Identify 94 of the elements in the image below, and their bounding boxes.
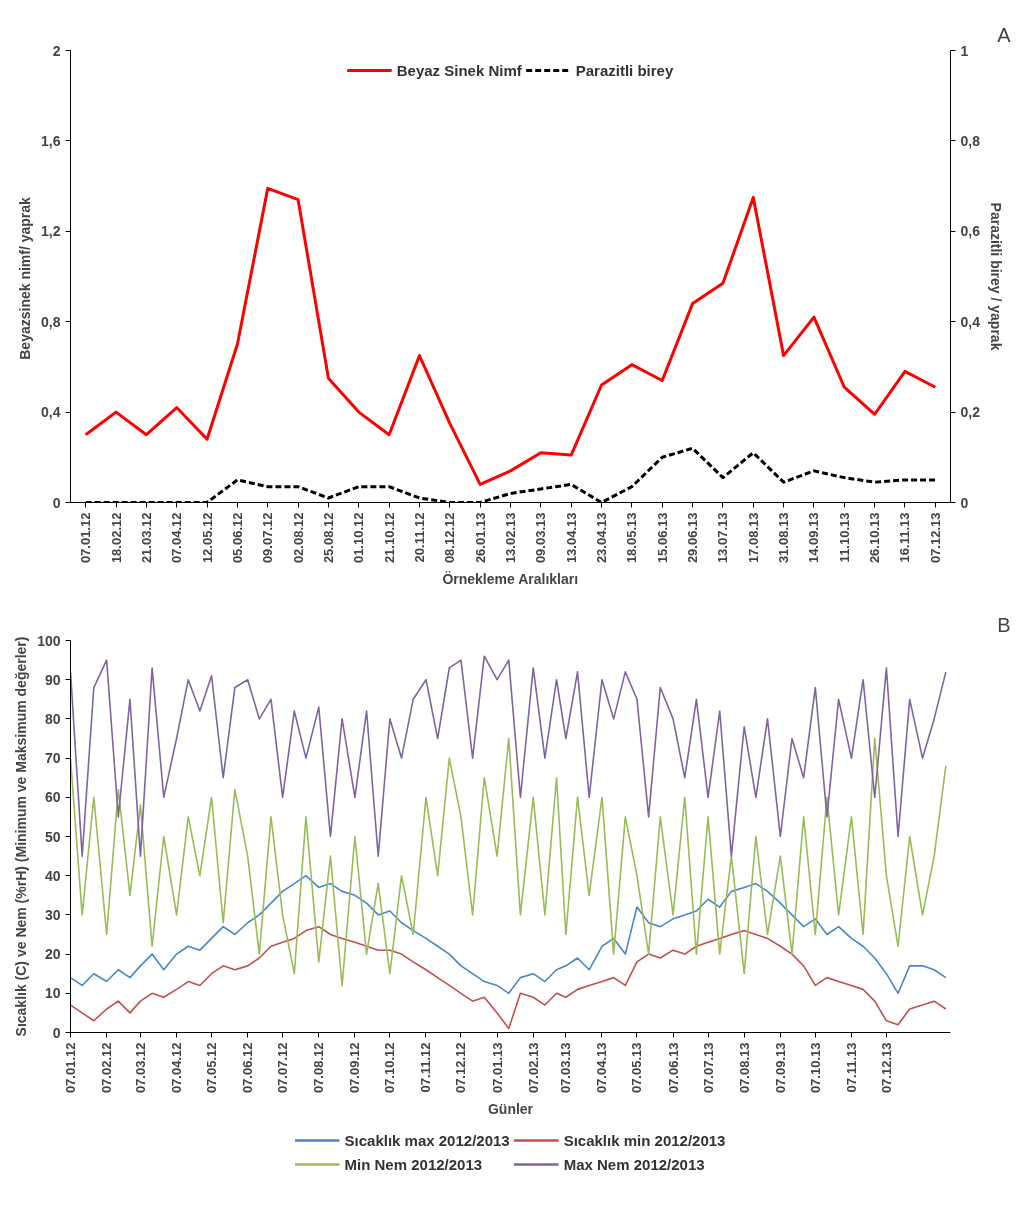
y-tick-label: 60 [44,789,61,806]
x-tick-label: 07.05.13 [629,1042,645,1094]
x-tick-label: 01.10.12 [351,512,367,564]
x-tick-label: 20.11.12 [411,512,427,563]
legend-label: Sıcaklık max 2012/2013 [344,1131,510,1149]
x-tick-label: 18.02.12 [108,512,124,564]
legend-label: Parazitli birey [575,61,674,79]
x-tick-label: 07.03.13 [558,1042,574,1094]
x-tick-label: 16.11.13 [897,512,913,563]
x-tick-label: 07.06.13 [665,1042,681,1094]
y-tick-label: 0,4 [41,404,61,421]
x-tick-label: 09.03.13 [533,512,549,564]
y-tick-label: 40 [44,867,61,884]
y2-tick-label: 0,2 [960,404,981,421]
y2-tick-label: 0 [960,494,969,511]
x-tick-label: 12.05.12 [199,512,215,564]
y-tick-label: 80 [44,710,61,727]
x-tick-label: 25.08.12 [320,512,336,564]
x-axis-title: Günler [487,1101,534,1118]
y-tick-label: 0,8 [41,313,61,330]
y-tick-label: 1,6 [41,132,61,149]
x-tick-label: 07.12.13 [878,1042,894,1094]
y-tick-label: 70 [44,750,61,767]
x-tick-label: 07.08.13 [736,1042,752,1094]
x-tick-label: 07.02.13 [525,1042,541,1094]
x-tick-label: 23.04.13 [594,512,610,564]
x-axis-title: Örnekleme Aralıkları [442,571,579,588]
x-tick-label: 07.04.12 [169,1042,185,1094]
x-tick-label: 21.03.12 [138,512,154,564]
y2-tick-label: 1 [960,42,969,59]
x-tick-label: 07.01.12 [63,1042,78,1094]
y-tick-label: 10 [44,985,61,1002]
x-tick-label: 07.09.13 [772,1042,788,1094]
x-tick-label: 07.10.13 [807,1042,823,1094]
x-tick-label: 07.01.12 [78,512,94,564]
x-tick-label: 26.01.13 [472,512,488,564]
y-axis-title: Sıcaklık (C) ve Nem (%rH) (Minimum ve Maksimum değerler) [13,636,30,1037]
legend-label: Max Nem 2012/2013 [563,1155,705,1173]
line-series [70,874,947,995]
y-tick-label: 30 [44,906,61,923]
y2-tick-label: 0,8 [960,132,981,149]
legend-label: Sıcaklık min 2012/2013 [563,1131,726,1149]
x-tick-label: 07.07.12 [275,1042,291,1094]
x-tick-label: 07.02.12 [99,1042,115,1094]
y-tick-label: 20 [44,946,61,963]
x-tick-label: 11.10.13 [836,512,852,563]
x-tick-label: 07.12.13 [927,512,943,564]
legend-label: Min Nem 2012/2013 [344,1155,483,1173]
y-tick-label: 90 [44,671,61,688]
x-tick-label: 07.07.13 [700,1042,716,1094]
x-tick-label: 26.10.13 [867,512,883,564]
line-series [70,737,947,987]
y-tick-label: 1,2 [41,223,61,240]
y-tick-label: 100 [37,632,61,649]
x-tick-label: 13.04.13 [563,512,579,564]
line-series [84,186,937,486]
x-tick-label: 07.06.12 [240,1042,256,1094]
x-tick-label: 07.04.13 [594,1042,610,1094]
text: A [997,23,1012,46]
x-tick-label: 09.07.12 [260,512,276,564]
text: B [997,613,1011,636]
x-tick-label: 13.07.13 [715,512,731,564]
y-tick-label: 0 [52,1024,61,1041]
x-tick-label: 07.09.12 [347,1042,363,1094]
x-tick-label: 05.06.12 [229,512,245,564]
y-tick-label: 50 [44,828,61,845]
x-tick-label: 21.10.12 [381,512,397,564]
x-tick-label: 07.12.12 [453,1042,469,1094]
x-tick-label: 07.04.12 [169,512,185,564]
y-tick-label: 2 [52,42,61,59]
x-tick-label: 13.02.13 [503,512,518,564]
legend-label: Beyaz Sinek Nimf [396,61,522,79]
x-tick-label: 07.05.12 [204,1042,220,1094]
x-tick-label: 07.01.13 [489,1042,505,1094]
x-tick-label: 15.06.13 [654,512,670,564]
x-tick-label: 18.05.13 [624,512,640,564]
x-tick-label: 07.11.13 [843,1042,859,1093]
y-tick-label: 0 [52,494,61,511]
line-series [70,655,947,857]
y2-tick-label: 0,4 [960,313,981,330]
x-tick-label: 07.08.12 [311,1042,327,1094]
x-tick-label: 02.08.12 [290,512,306,564]
x-tick-label: 29.06.13 [685,512,701,564]
y2-axis-title: Parazitli birey / yaprak [987,202,1004,351]
line-series [70,925,947,1030]
x-tick-label: 07.03.12 [132,1042,148,1094]
x-tick-label: 07.11.12 [418,1042,434,1093]
y-axis-title: Beyazsinek nimf/ yaprak [17,196,34,360]
x-tick-label: 08.12.12 [442,512,458,564]
x-tick-label: 14.09.13 [806,512,822,564]
y2-tick-label: 0,6 [960,223,981,240]
x-tick-label: 17.08.13 [745,512,761,564]
x-tick-label: 31.08.13 [776,512,792,564]
x-tick-label: 07.10.12 [382,1042,398,1094]
